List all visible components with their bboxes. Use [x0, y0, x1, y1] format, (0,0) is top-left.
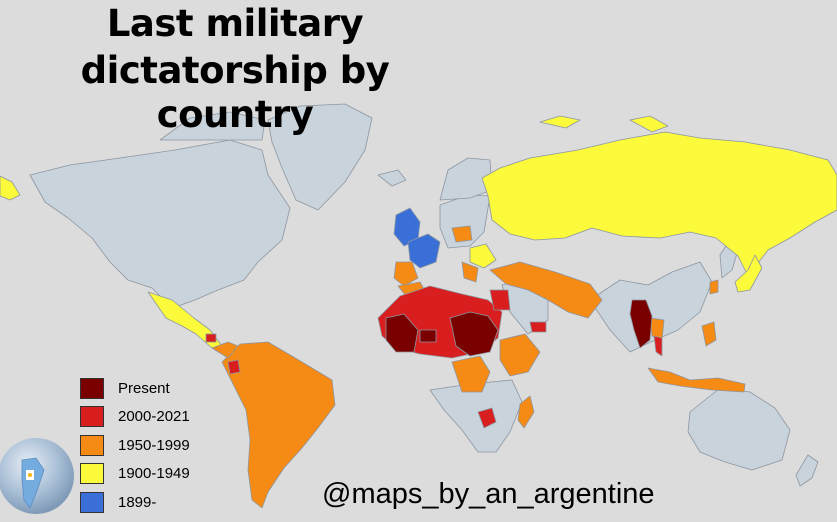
- arctic-islands: [539, 115, 581, 129]
- iberia: [393, 261, 419, 287]
- legend: Present 2000-2021 1950-1999 1900-1949 18…: [80, 374, 190, 517]
- legend-swatch-present: [80, 377, 104, 399]
- legend-item-1899: 1899-: [80, 488, 190, 517]
- arctic-island-2: [629, 115, 669, 133]
- central-africa-orange: [451, 355, 491, 393]
- legend-label-2000-2021: 2000-2021: [118, 408, 190, 426]
- globe-argentina-logo-icon: [0, 438, 74, 514]
- myanmar: [629, 299, 653, 349]
- legend-item-2000-2021: 2000-2021: [80, 403, 190, 432]
- legend-item-1900-1949: 1900-1949: [80, 460, 190, 489]
- mali-guinea: [385, 313, 419, 353]
- egypt-red: [489, 289, 511, 311]
- honduras-red: [205, 333, 217, 343]
- asia-middle-base: [589, 261, 713, 353]
- central-america-orange: [211, 341, 239, 359]
- legend-item-present: Present: [80, 374, 190, 403]
- legend-swatch-1900-1949: [80, 463, 104, 485]
- burkina-faso: [419, 329, 437, 343]
- legend-item-1950-1999: 1950-1999: [80, 431, 190, 460]
- author-credit: @maps_by_an_argentine: [322, 478, 655, 510]
- region-1899-: [393, 207, 441, 269]
- south-korea: [709, 279, 719, 295]
- legend-label-1899: 1899-: [118, 493, 157, 511]
- indonesia: [647, 367, 746, 393]
- central-europe-yellow: [469, 243, 497, 269]
- france-benelux: [407, 233, 441, 269]
- australia: [687, 387, 791, 471]
- iceland: [377, 169, 407, 187]
- new-zealand: [795, 454, 819, 487]
- madagascar: [517, 395, 535, 429]
- legend-swatch-1950-1999: [80, 434, 104, 456]
- japan-yellow: [734, 254, 763, 293]
- ecuador-red: [227, 359, 241, 375]
- legend-label-present: Present: [118, 379, 170, 397]
- thailand-red: [653, 335, 663, 357]
- map-title-line-1: Last military: [106, 2, 364, 45]
- east-africa-orange: [499, 333, 541, 377]
- alaska-east-tip: [0, 175, 21, 201]
- greenland: [267, 103, 373, 211]
- africa-south-base: [429, 379, 523, 453]
- map-title-line-2: dictatorship by country: [80, 49, 390, 136]
- turkey-iran-pakistan: [489, 261, 603, 319]
- legend-label-1950-1999: 1950-1999: [118, 436, 190, 454]
- legend-swatch-2000-2021: [80, 406, 104, 428]
- greece-balkans: [461, 261, 479, 283]
- region-1950-1999: [211, 225, 746, 509]
- base-land: [29, 103, 819, 487]
- region-present: [385, 299, 653, 357]
- legend-label-1900-1949: 1900-1949: [118, 465, 190, 483]
- legend-swatch-1899: [80, 491, 104, 513]
- baltic-orange: [451, 225, 473, 243]
- yemen-red: [529, 321, 547, 333]
- scandinavia: [439, 157, 493, 201]
- canada-islands: [159, 111, 266, 141]
- russia: [481, 131, 837, 277]
- south-america: [221, 341, 336, 509]
- philippines: [701, 321, 717, 347]
- niger-chad-sudan: [449, 311, 499, 357]
- north-america: [29, 139, 291, 307]
- zimbabwe: [477, 407, 497, 429]
